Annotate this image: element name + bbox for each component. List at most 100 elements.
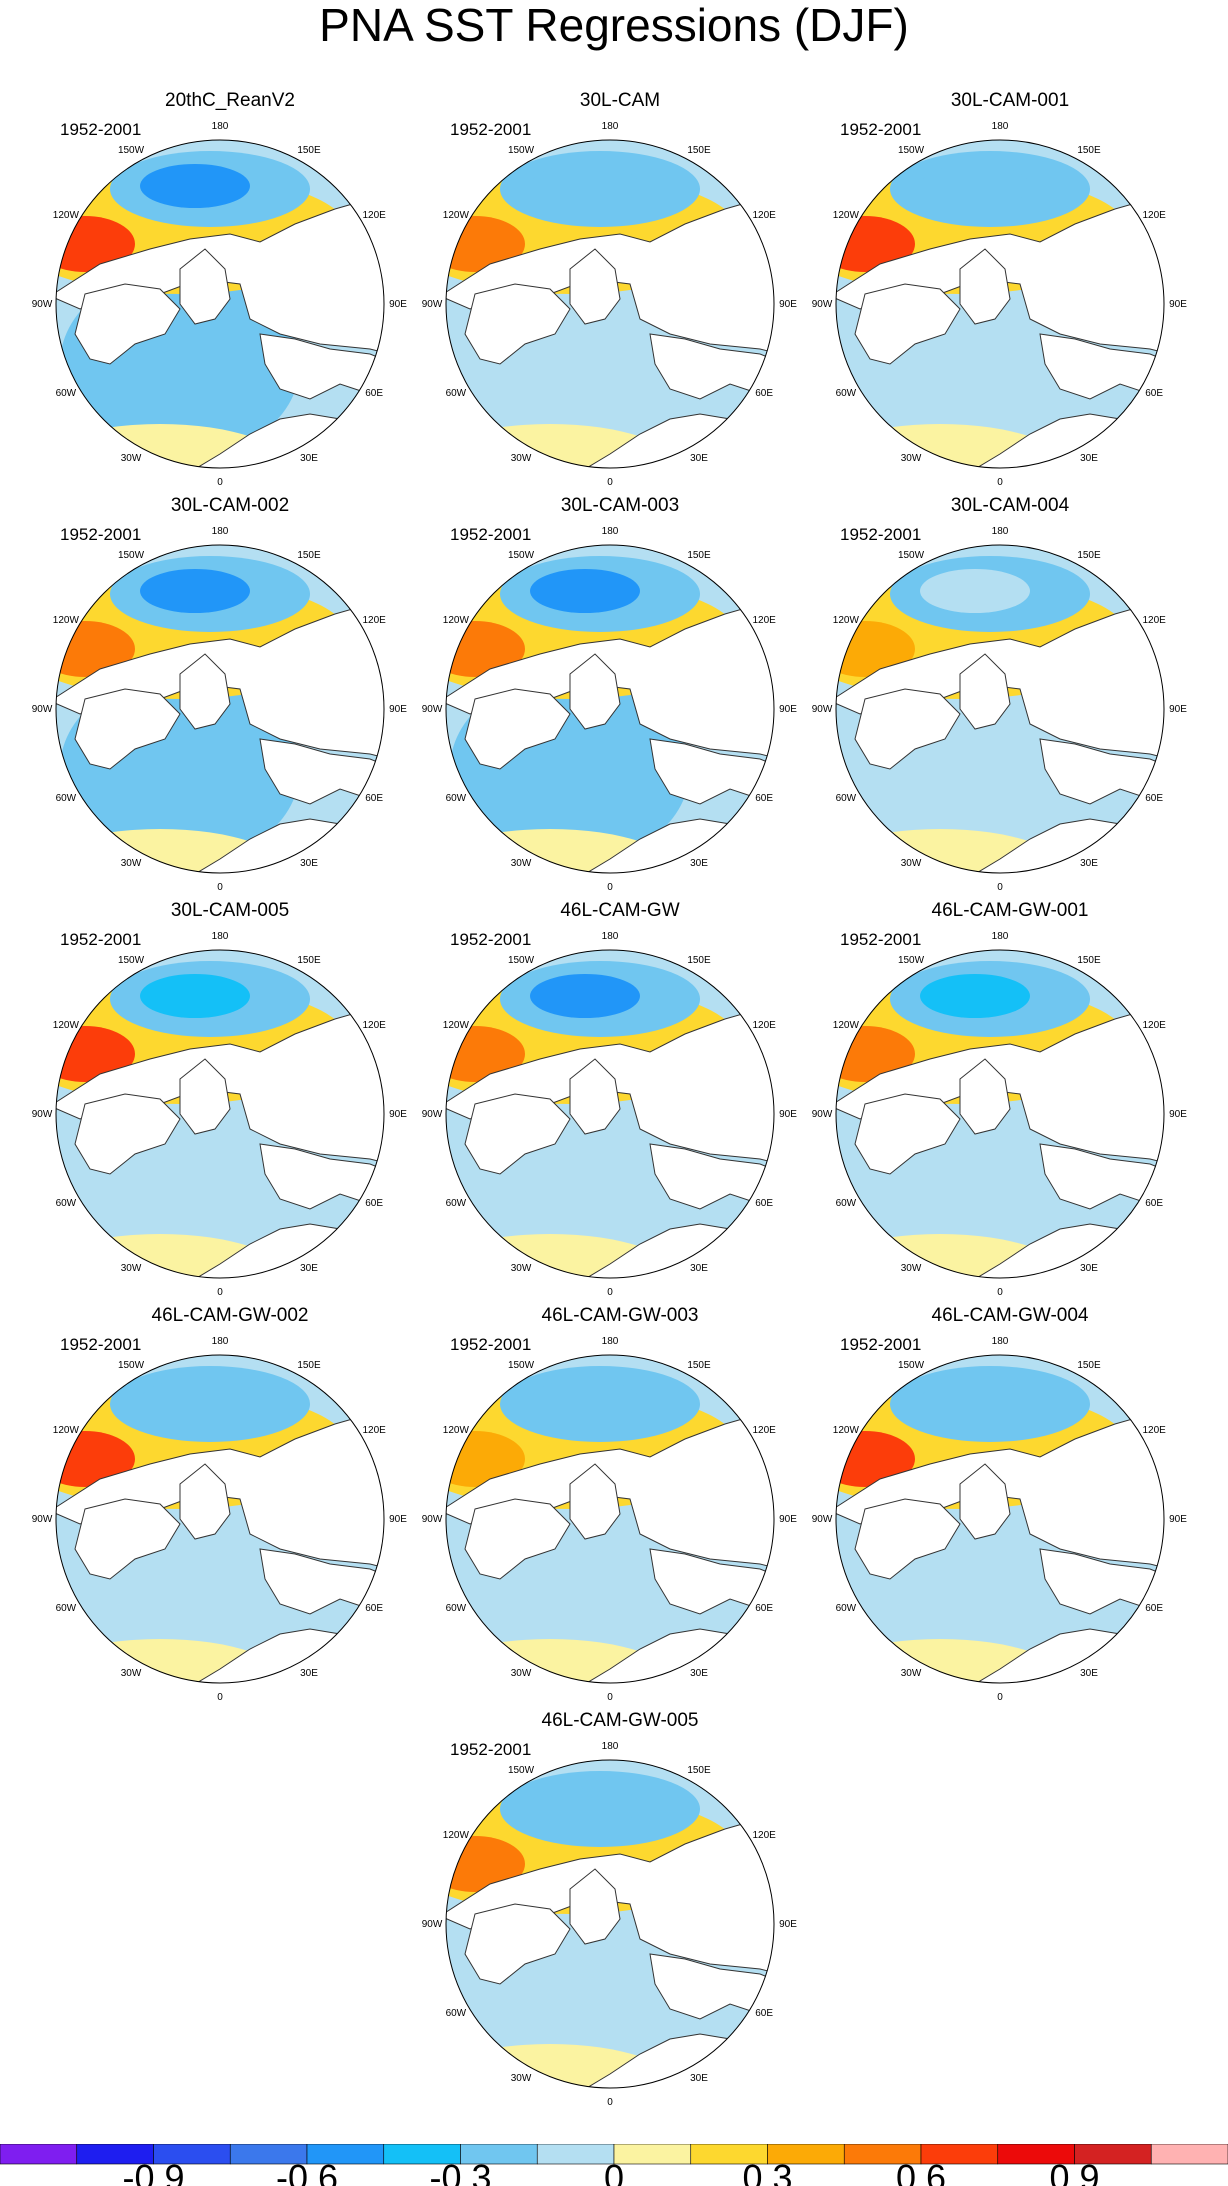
panel-period: 1952-2001 (60, 120, 142, 139)
longitude-label: 60W (446, 1603, 467, 1614)
colorbar-tick-label: 0 (604, 2157, 624, 2186)
longitude-label: 60W (836, 388, 857, 399)
longitude-label: 150E (687, 145, 711, 156)
longitude-label: 180 (602, 1336, 619, 1347)
colorbar-swatch (0, 2144, 78, 2165)
pacific-min-anomaly (920, 974, 1030, 1018)
longitude-label: 30W (511, 2073, 532, 2084)
panel-period: 1952-2001 (450, 1740, 532, 1759)
longitude-label: 180 (992, 931, 1009, 942)
longitude-label: 30W (901, 453, 922, 464)
panel-period: 1952-2001 (840, 120, 922, 139)
longitude-label: 90W (422, 1919, 443, 1930)
longitude-label: 120E (362, 615, 386, 626)
longitude-label: 0 (217, 1692, 223, 1703)
land-mass (854, 688, 961, 770)
longitude-label: 150W (898, 1360, 925, 1371)
longitude-label: 30W (121, 1668, 142, 1679)
longitude-label: 150E (297, 955, 321, 966)
longitude-label: 90E (389, 1109, 407, 1120)
longitude-label: 150W (508, 1765, 535, 1776)
longitude-label: 90W (32, 299, 53, 310)
longitude-label: 30W (511, 1668, 532, 1679)
longitude-label: 120W (443, 210, 470, 221)
polar-map: 180 150E 120E 90E 60E 30E 0 30W 60W 90W 120W 150W (32, 526, 408, 893)
longitude-label: 120W (833, 1020, 860, 1031)
longitude-label: 90E (389, 704, 407, 715)
map-boundary (445, 1759, 775, 2089)
longitude-label: 150E (1077, 550, 1101, 561)
longitude-label: 90W (422, 1109, 443, 1120)
longitude-label: 120E (1142, 210, 1166, 221)
longitude-label: 90W (812, 1109, 833, 1120)
longitude-label: 30W (121, 1263, 142, 1274)
map-panel-46L-CAM-GW: 46L-CAM-GW 1952-2001 180 150E 120E 90E 60E 30E 0… (422, 900, 800, 1298)
chart-title: PNA SST Regressions (DJF) (319, 0, 909, 51)
longitude-label: 150E (687, 1765, 711, 1776)
longitude-label: 90E (1169, 704, 1187, 715)
land-mass (464, 1498, 571, 1580)
polar-map: 180 150E 120E 90E 60E 30E 0 30W 60W 90W 120W 150W (32, 121, 408, 488)
map-boundary (55, 1354, 385, 1684)
longitude-label: 90E (779, 1109, 797, 1120)
colorbar-tick-label: 0.9 (1049, 2157, 1099, 2186)
map-boundary (835, 139, 1165, 469)
longitude-label: 30W (511, 1263, 532, 1274)
pacific-min-anomaly (530, 1379, 640, 1423)
land-mass (464, 283, 571, 365)
pacific-min-anomaly (530, 1784, 640, 1828)
map-panel-30L-CAM: 30L-CAM 1952-2001 180 150E 120E 90E 60E 30E 0 30W… (422, 90, 800, 488)
longitude-label: 30E (300, 1668, 318, 1679)
pacific-min-anomaly (140, 1379, 250, 1423)
longitude-label: 60W (56, 1603, 77, 1614)
longitude-label: 30E (1080, 1263, 1098, 1274)
polar-map: 180 150E 120E 90E 60E 30E 0 30W 60W 90W 120W 150W (32, 1336, 408, 1703)
panel-period: 1952-2001 (450, 120, 532, 139)
colorbar-swatch (536, 2144, 615, 2165)
land-mass (569, 1058, 621, 1135)
panel-period: 1952-2001 (840, 525, 922, 544)
longitude-label: 120W (443, 1020, 470, 1031)
longitude-label: 150W (508, 1360, 535, 1371)
panel-period: 1952-2001 (840, 1335, 922, 1354)
land-mass (74, 283, 181, 365)
map-panel-46L-CAM-GW-003: 46L-CAM-GW-003 1952-2001 180 150E 120E 90E 60E… (422, 1305, 800, 1703)
longitude-label: 30E (690, 2073, 708, 2084)
longitude-label: 150E (297, 145, 321, 156)
longitude-label: 0 (997, 477, 1003, 488)
pacific-min-anomaly (920, 569, 1030, 613)
map-panel-46L-CAM-GW-005: 46L-CAM-GW-005 1952-2001 180 150E 120E 90E 60E… (422, 1710, 800, 2108)
panel-title: 46L-CAM-GW-003 (541, 1305, 699, 1326)
panel-title: 46L-CAM-GW-005 (541, 1710, 699, 1731)
panel-period: 1952-2001 (60, 930, 142, 949)
polar-map: 180 150E 120E 90E 60E 30E 0 30W 60W 90W 120W 150W (32, 931, 408, 1298)
polar-map: 180 150E 120E 90E 60E 30E 0 30W 60W 90W 120W 150W (812, 1336, 1188, 1703)
polar-map: 180 150E 120E 90E 60E 30E 0 30W 60W 90W 120W 150W (422, 1741, 798, 2108)
land-mass (369, 1208, 384, 1255)
longitude-label: 120E (1142, 615, 1166, 626)
panel-period: 1952-2001 (840, 930, 922, 949)
longitude-label: 90E (1169, 1109, 1187, 1120)
longitude-label: 120E (752, 1830, 776, 1841)
panel-title: 46L-CAM-GW (560, 900, 680, 921)
longitude-label: 0 (607, 2097, 613, 2108)
longitude-label: 150E (687, 955, 711, 966)
longitude-label: 90W (32, 704, 53, 715)
longitude-label: 150E (687, 550, 711, 561)
pacific-min-anomaly (530, 974, 640, 1018)
land-mass (854, 1093, 961, 1175)
longitude-label: 120W (443, 1425, 470, 1436)
longitude-label: 30E (690, 1668, 708, 1679)
longitude-label: 30E (300, 453, 318, 464)
longitude-label: 120E (362, 1425, 386, 1436)
longitude-label: 150W (898, 955, 925, 966)
longitude-label: 180 (602, 1741, 619, 1752)
longitude-label: 90E (779, 1919, 797, 1930)
map-boundary (55, 544, 385, 874)
land-mass (1149, 398, 1164, 445)
longitude-label: 180 (212, 121, 229, 132)
longitude-label: 90W (32, 1109, 53, 1120)
panel-period: 1952-2001 (60, 1335, 142, 1354)
longitude-label: 60E (365, 1603, 383, 1614)
land-mass (74, 1093, 181, 1175)
